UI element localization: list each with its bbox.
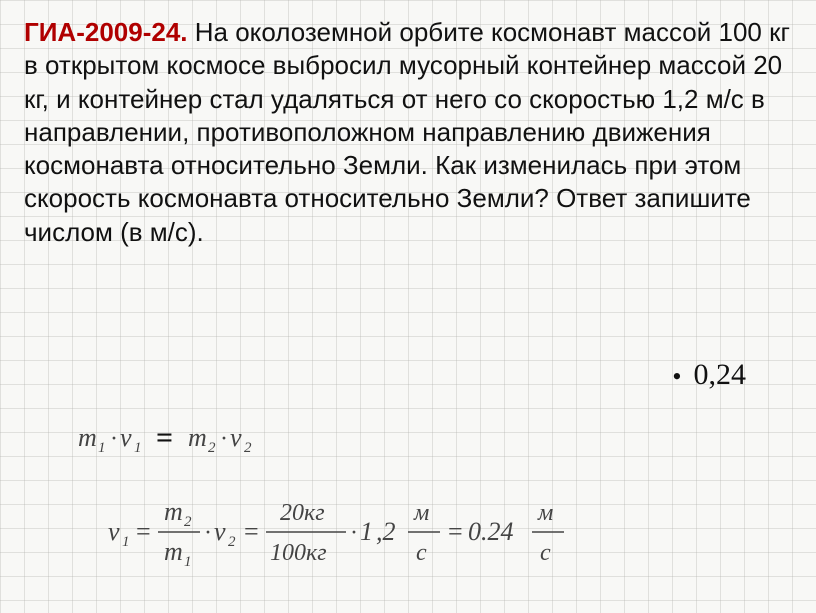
eq1-equals: = (156, 421, 173, 454)
eq1-sub1: 1 (98, 440, 106, 456)
eq2-unit-num2: м (537, 500, 553, 526)
answer-value: • 0,24 (672, 358, 746, 392)
slide-content: ГИА-2009-24. На околоземной орбите космо… (0, 0, 816, 249)
eq2-eq1: = (136, 517, 151, 546)
eq1-dot2: · (220, 426, 228, 452)
eq2-v1: v (108, 517, 120, 546)
eq2-m1: m (164, 537, 183, 566)
eq2-unit-den2: с (540, 540, 551, 566)
eq2-mult2: ,2 (376, 517, 396, 546)
eq2-msub2: 2 (184, 514, 192, 530)
problem-label: ГИА-2009-24. (24, 17, 188, 47)
eq2-vsub2: 2 (228, 534, 236, 550)
eq1-vsub1: 1 (134, 440, 142, 456)
eq2-msub1: 1 (184, 554, 192, 570)
problem-body: На околоземной орбите космонавт массой 1… (24, 17, 790, 247)
eq2-num: 20кг (280, 500, 325, 526)
problem-statement: ГИА-2009-24. На околоземной орбите космо… (24, 16, 792, 249)
eq2-dot2: · (350, 520, 358, 546)
eq2-dot1: · (204, 520, 212, 546)
eq2-m2: m (164, 497, 183, 526)
eq1-m1: m (78, 423, 97, 452)
eq1-v2: v (230, 423, 242, 452)
eq1-v1: v (120, 423, 132, 452)
eq2-eq3: = (448, 517, 463, 546)
eq1-m2: m (188, 423, 207, 452)
equation-solution: v 1 = m 2 m 1 · v 2 = 20кг 100кг · 1 ,2 … (108, 492, 728, 576)
equation-momentum: m 1 · v 1 = m 2 · v 2 (78, 420, 338, 460)
eq2-den: 100кг (270, 540, 327, 566)
eq1-dot1: · (110, 426, 118, 452)
answer-number: 0,24 (694, 358, 747, 391)
bullet-icon: • (672, 362, 681, 391)
eq2-sub1: 1 (122, 534, 130, 550)
eq2-unit-den1: с (416, 540, 427, 566)
eq2-unit-num1: м (413, 500, 429, 526)
eq2-v2: v (214, 517, 226, 546)
eq2-eq2: = (244, 517, 259, 546)
eq2-mult1: 1 (360, 517, 373, 546)
eq1-vsub2: 2 (244, 440, 252, 456)
eq1-sub2: 2 (208, 440, 216, 456)
eq2-result: 0.24 (468, 517, 514, 546)
